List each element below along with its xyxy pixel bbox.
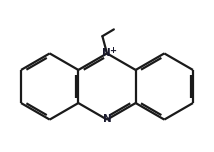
Text: N: N: [102, 48, 111, 58]
Text: +: +: [109, 46, 116, 55]
Text: N: N: [103, 114, 111, 124]
